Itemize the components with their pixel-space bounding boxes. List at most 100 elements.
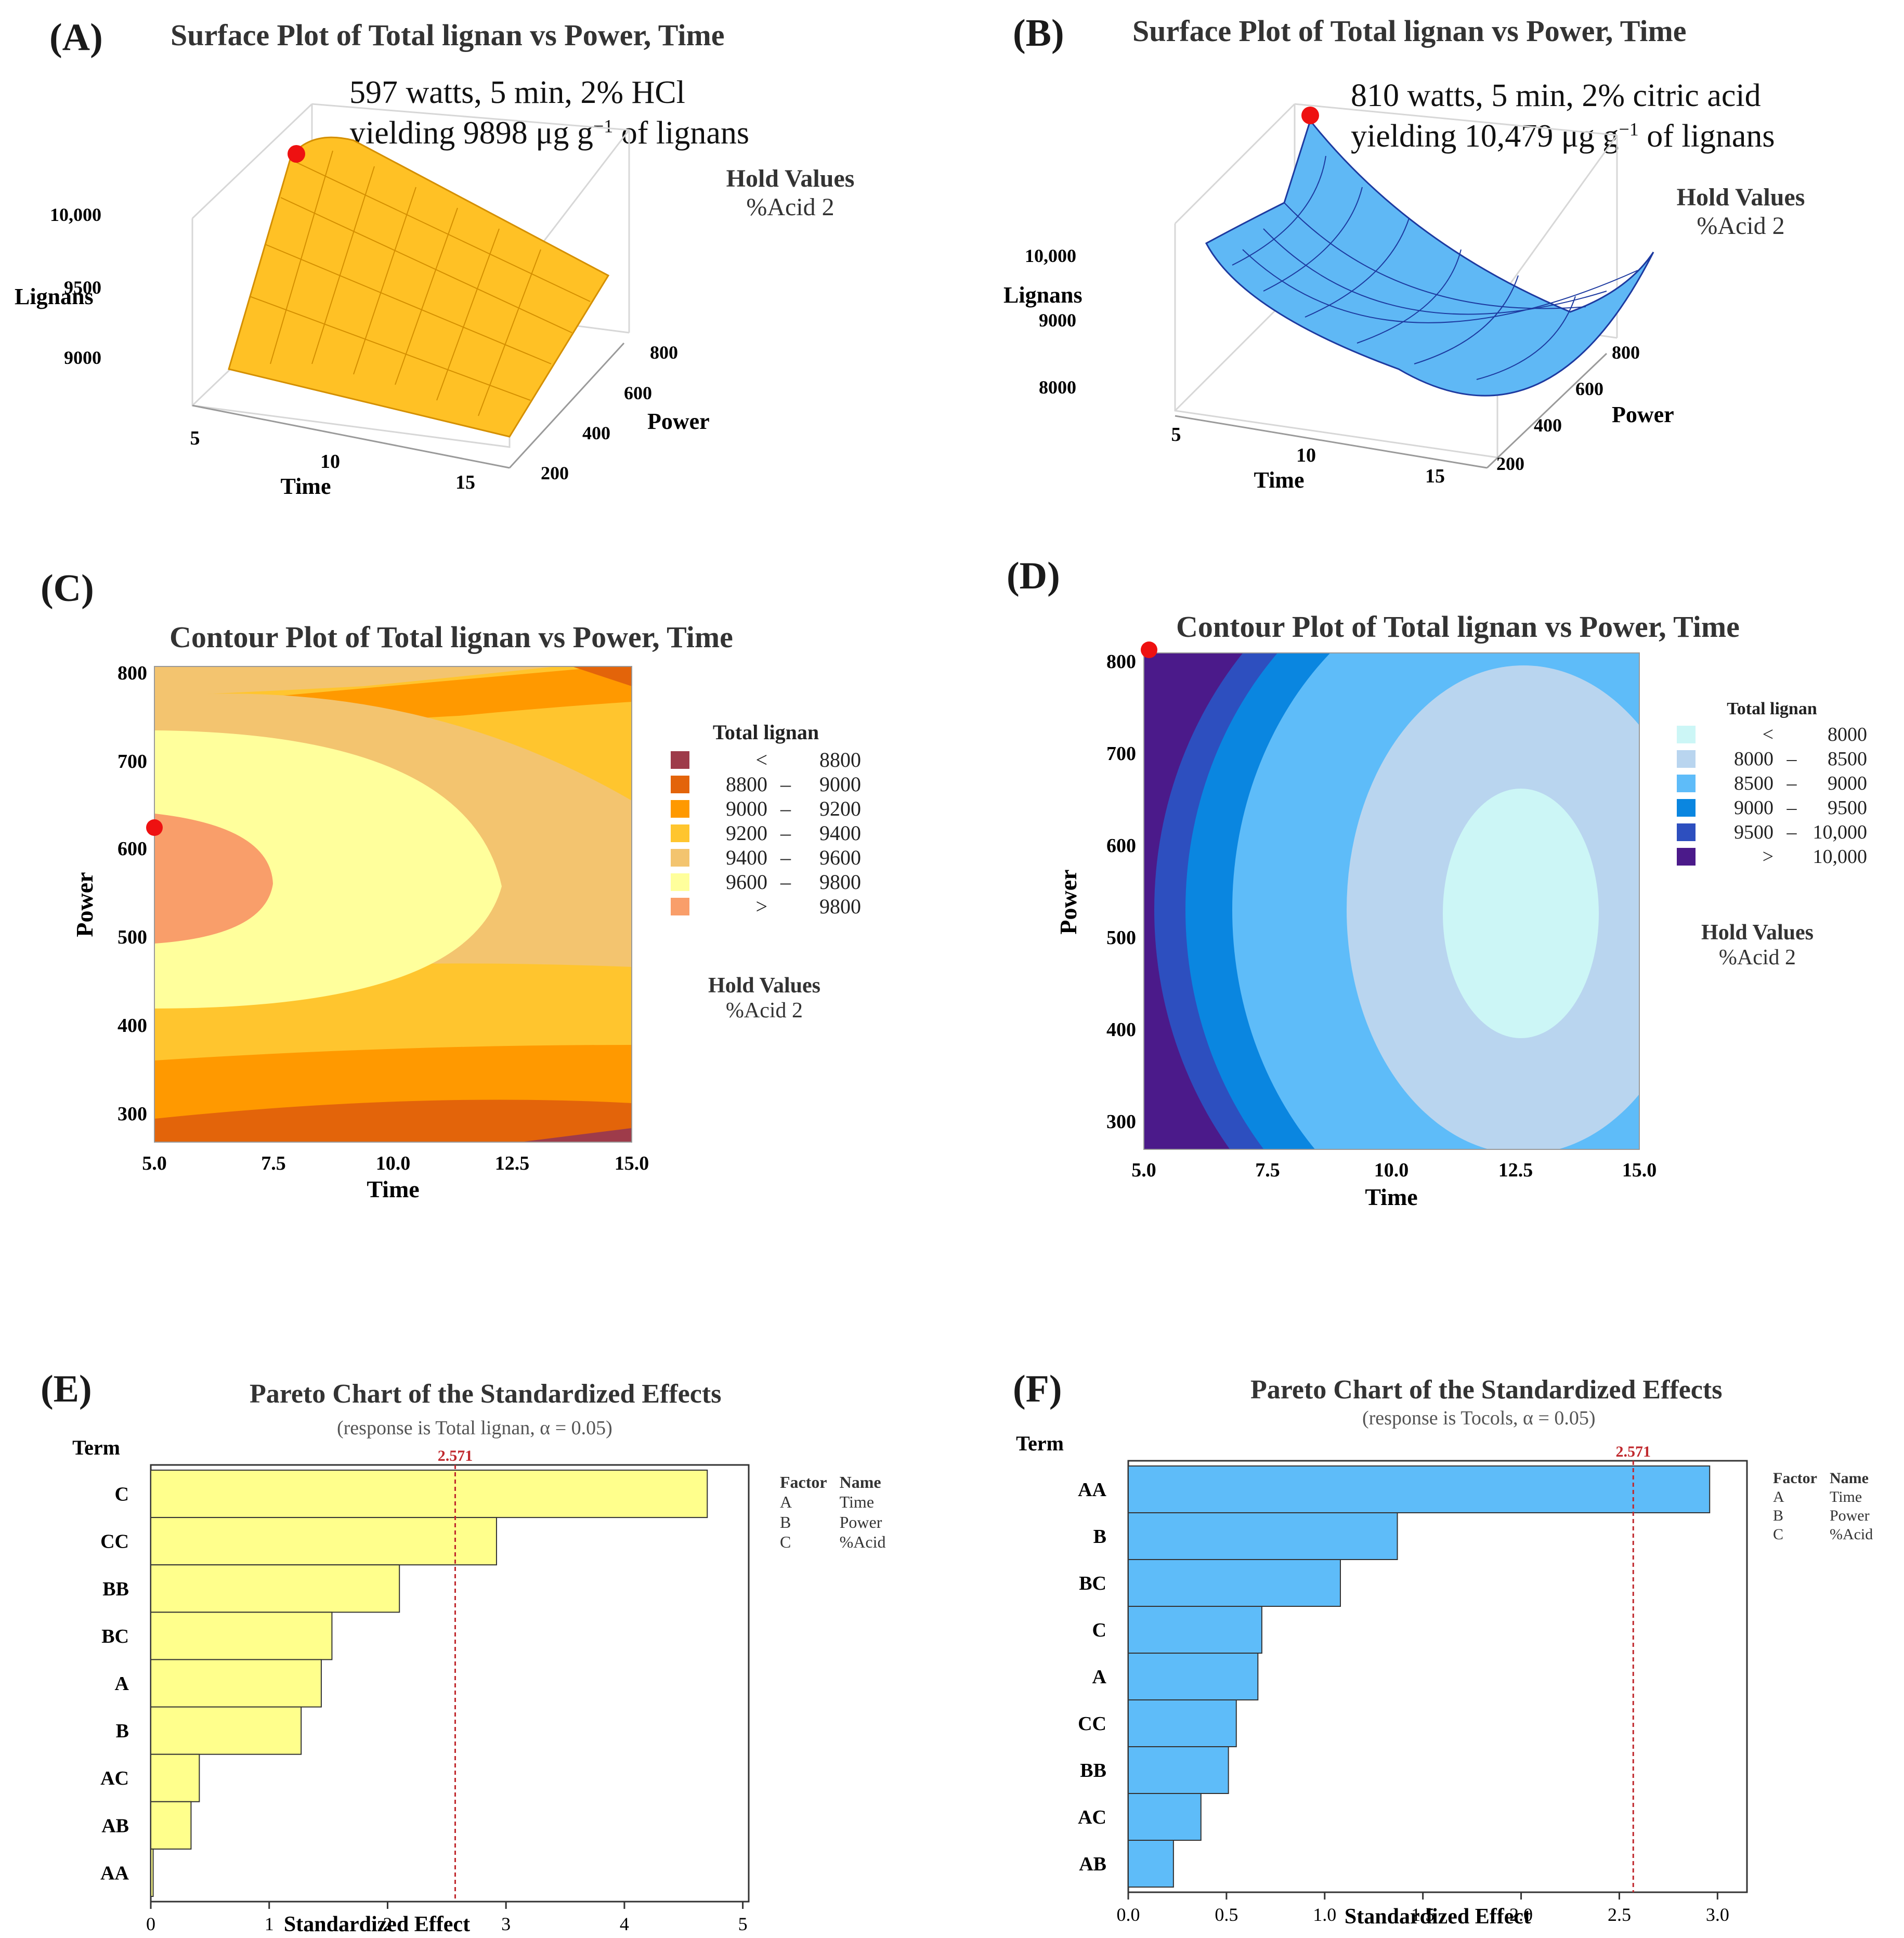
panel-d-label: (D): [1007, 555, 1060, 597]
y-tick: 300: [118, 1103, 147, 1125]
bar-aa: [1128, 1465, 1711, 1513]
hold-value: %Acid 2: [1718, 946, 1796, 970]
z-axis-label: Lignans: [15, 284, 94, 309]
legend-row: 9000–9500: [1677, 795, 1867, 820]
panel-a-note-line1: 597 watts, 5 min, 2% HCl: [349, 75, 685, 110]
optimum-marker: [1301, 107, 1319, 124]
x-tick: 12.5: [495, 1153, 530, 1174]
term-label: BB: [1080, 1760, 1106, 1782]
y-tick: 600: [624, 383, 652, 403]
panel-a-note: 597 watts, 5 min, 2% HCl yielding 9898 μ…: [349, 73, 749, 153]
z-tick: 9000: [64, 347, 101, 368]
term-label: BB: [102, 1578, 129, 1600]
legend-row: <8000: [1677, 722, 1867, 747]
optimum-marker: [1141, 641, 1157, 658]
x-tick: 5.0: [142, 1153, 167, 1174]
panel-e-subtitle: (response is Total lignan, α = 0.05): [337, 1417, 612, 1439]
factor-code: A: [1773, 1488, 1784, 1505]
x-tick: 15: [455, 472, 475, 493]
x-tick: 5: [190, 427, 200, 449]
term-label: AC: [1078, 1806, 1106, 1828]
y-axis-label: Power: [1055, 869, 1081, 934]
legend-row: 9500–10,000: [1677, 820, 1867, 844]
z-tick: 9500: [64, 277, 101, 298]
panel-e-title: Pareto Chart of the Standardized Effects: [250, 1379, 722, 1409]
bar-a: [1128, 1653, 1259, 1700]
hold-title: Hold Values: [708, 974, 820, 998]
z-axis-label: Lignans: [1003, 282, 1083, 308]
term-label: B: [116, 1720, 129, 1742]
factor-name: Time: [1829, 1488, 1862, 1505]
factor-code: C: [1773, 1526, 1784, 1543]
x-tick: 7.5: [1255, 1159, 1280, 1181]
hold-value: %Acid 2: [725, 999, 803, 1023]
panel-d-title: Contour Plot of Total lignan vs Power, T…: [1176, 610, 1740, 644]
x-tick: 3.0: [1706, 1904, 1729, 1925]
legend-row: 8000–8500: [1677, 747, 1867, 771]
factor-name: Time: [839, 1492, 875, 1512]
contour-band-below-8800: [520, 1128, 632, 1142]
z-tick: 8000: [1039, 377, 1076, 398]
hold-title: Hold Values: [1701, 921, 1814, 945]
term-label: AA: [1078, 1479, 1106, 1501]
x-tick: 15.0: [1622, 1159, 1657, 1181]
term-label: BC: [101, 1626, 129, 1647]
hold-value: %Acid 2: [1697, 212, 1785, 240]
x-tick: 4: [620, 1914, 629, 1934]
bar-bb: [150, 1564, 400, 1613]
z-tick: 10,000: [50, 204, 101, 225]
panel-a-surface-plot: 10,000 9500 9000 Lignans 5 10 15 Time 80…: [15, 103, 710, 499]
legend-row: >9800: [671, 894, 861, 919]
x-tick: 10: [320, 451, 340, 473]
panel-c-label: (C): [41, 567, 94, 610]
y-tick: 800: [118, 662, 147, 684]
y-axis-label: Power: [647, 409, 710, 434]
contour-corner-8800: [572, 666, 632, 686]
term-label: BC: [1079, 1573, 1106, 1594]
bar-c: [1128, 1606, 1262, 1654]
y-tick: 700: [118, 751, 147, 772]
panel-a-hold-values: Hold Values %Acid 2: [707, 164, 873, 221]
factor-code: B: [1773, 1507, 1784, 1524]
x-tick: 5: [738, 1914, 748, 1934]
term-label: CC: [1078, 1713, 1106, 1735]
term-label: CC: [100, 1531, 129, 1553]
name-header: Name: [839, 1473, 881, 1491]
factor-name: Power: [1829, 1507, 1870, 1524]
panel-c-legend: Total lignan <8800 8800–9000 9000–9200 9…: [671, 720, 861, 919]
factor-name: %Acid: [839, 1533, 886, 1552]
term-label: B: [1093, 1526, 1106, 1548]
legend-row: 8800–9000: [671, 772, 861, 796]
panel-d-legend: Total lignan <8000 8000–8500 8500–9000 9…: [1677, 699, 1867, 869]
bar-ab: [1128, 1840, 1174, 1888]
term-label: A: [1092, 1666, 1107, 1688]
z-tick: 9000: [1039, 310, 1076, 331]
y-tick: 200: [541, 463, 569, 483]
term-label: A: [115, 1673, 129, 1695]
bar-ac: [150, 1753, 200, 1802]
x-tick: 15.0: [615, 1153, 649, 1174]
x-tick: 10.0: [1374, 1159, 1409, 1181]
x-axis-label: Time: [1254, 467, 1305, 493]
lignan-surface: [1205, 119, 1654, 397]
x-tick: 2: [383, 1914, 392, 1934]
panel-d-contour-plot: 300 400 500 600 700 800 5.0 7.5 10.0 12.…: [1055, 641, 1657, 1210]
panel-e-label: (E): [41, 1368, 92, 1410]
y-tick: 300: [1106, 1111, 1136, 1133]
panel-a-title: Surface Plot of Total lignan vs Power, T…: [171, 18, 725, 52]
term-label: C: [115, 1484, 129, 1505]
z-tick: 10,000: [1025, 245, 1076, 266]
x-tick: 10.0: [376, 1153, 411, 1174]
x-tick: 3: [501, 1914, 511, 1934]
bar-cc: [1128, 1699, 1237, 1747]
panel-c-hold-values: Hold Values %Acid 2: [686, 973, 842, 1024]
x-axis-label: Time: [1365, 1184, 1417, 1210]
y-tick: 400: [1534, 415, 1562, 436]
lignan-surface: [228, 136, 610, 438]
x-axis-label: Standardized Effect: [284, 1913, 470, 1936]
x-axis-label: Standardized Effect: [1345, 1905, 1531, 1929]
panel-d-hold-values: Hold Values %Acid 2: [1679, 920, 1835, 971]
y-tick: 800: [1612, 342, 1640, 363]
x-tick: 10: [1296, 444, 1316, 466]
factor-name: %Acid: [1829, 1526, 1873, 1543]
